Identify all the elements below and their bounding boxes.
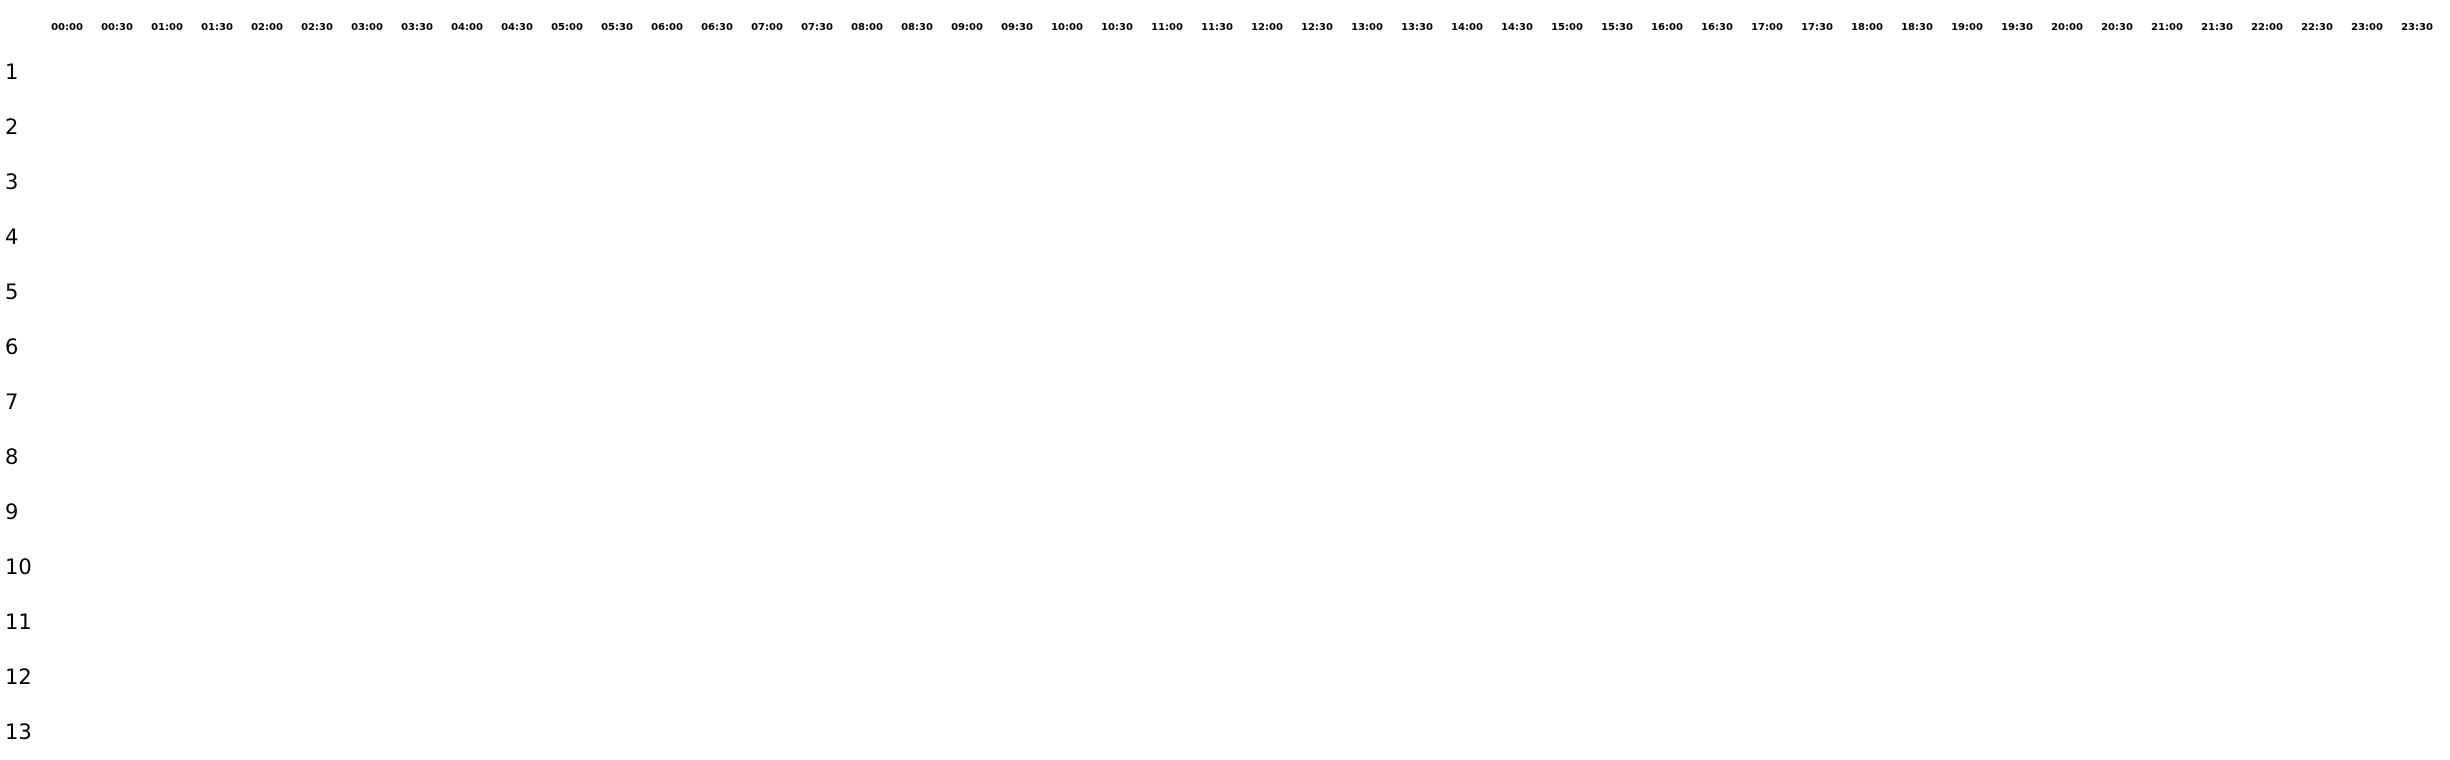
time-slot-label: 18:30	[1901, 22, 1933, 33]
row-label: 12	[5, 665, 32, 689]
time-slot-label: 00:30	[101, 22, 133, 33]
time-slot-label: 15:00	[1551, 22, 1583, 33]
time-slot-label: 14:00	[1451, 22, 1483, 33]
time-slot-label: 06:30	[701, 22, 733, 33]
time-slot-label: 10:00	[1051, 22, 1083, 33]
time-slot-label: 01:30	[201, 22, 233, 33]
time-slot-label: 09:00	[951, 22, 983, 33]
time-slot-label: 21:30	[2201, 22, 2233, 33]
time-slot-label: 08:30	[901, 22, 933, 33]
time-slot-label: 11:30	[1201, 22, 1233, 33]
time-slot-label: 03:00	[351, 22, 383, 33]
time-slot-label: 15:30	[1601, 22, 1633, 33]
time-slot-label: 07:00	[751, 22, 783, 33]
time-slot-label: 02:00	[251, 22, 283, 33]
time-slot-label: 21:00	[2151, 22, 2183, 33]
time-slot-label: 20:30	[2101, 22, 2133, 33]
time-slot-label: 06:00	[651, 22, 683, 33]
row-label: 2	[5, 115, 19, 139]
time-slot-label: 18:00	[1851, 22, 1883, 33]
row-label: 13	[5, 720, 32, 744]
row-label: 5	[5, 280, 19, 304]
row-label: 11	[5, 610, 32, 634]
time-slot-label: 08:00	[851, 22, 883, 33]
time-slot-label: 22:30	[2301, 22, 2333, 33]
time-slot-label: 00:00	[51, 22, 83, 33]
row-label: 8	[5, 445, 19, 469]
time-slot-label: 12:00	[1251, 22, 1283, 33]
time-slot-label: 19:30	[2001, 22, 2033, 33]
time-slot-label: 12:30	[1301, 22, 1333, 33]
row-label: 10	[5, 555, 32, 579]
row-label: 3	[5, 170, 19, 194]
time-slot-label: 07:30	[801, 22, 833, 33]
time-slot-label: 23:30	[2401, 22, 2433, 33]
time-slot-label: 22:00	[2251, 22, 2283, 33]
row-label: 4	[5, 225, 19, 249]
time-slot-label: 16:30	[1701, 22, 1733, 33]
time-slot-label: 19:00	[1951, 22, 1983, 33]
time-slot-label: 11:00	[1151, 22, 1183, 33]
time-slot-label: 23:00	[2351, 22, 2383, 33]
time-slot-label: 01:00	[151, 22, 183, 33]
time-slot-label: 20:00	[2051, 22, 2083, 33]
row-label: 6	[5, 335, 19, 359]
time-slot-label: 05:30	[601, 22, 633, 33]
time-slot-label: 13:00	[1351, 22, 1383, 33]
time-slot-label: 14:30	[1501, 22, 1533, 33]
time-slot-label: 04:30	[501, 22, 533, 33]
time-slot-label: 03:30	[401, 22, 433, 33]
time-slot-label: 17:00	[1751, 22, 1783, 33]
time-header: 00:00 00:30 01:00 01:30 02:00 02:30 03:00 03:30…	[51, 19, 2450, 37]
time-slot-label: 10:30	[1101, 22, 1133, 33]
time-slot-label: 16:00	[1651, 22, 1683, 33]
time-slot-label: 04:00	[451, 22, 483, 33]
time-slot-label: 02:30	[301, 22, 333, 33]
row-label: 9	[5, 500, 19, 524]
row-label: 1	[5, 60, 19, 84]
time-slot-label: 13:30	[1401, 22, 1433, 33]
time-slot-label: 09:30	[1001, 22, 1033, 33]
time-slot-label: 17:30	[1801, 22, 1833, 33]
time-slot-label: 05:00	[551, 22, 583, 33]
row-label: 7	[5, 390, 19, 414]
